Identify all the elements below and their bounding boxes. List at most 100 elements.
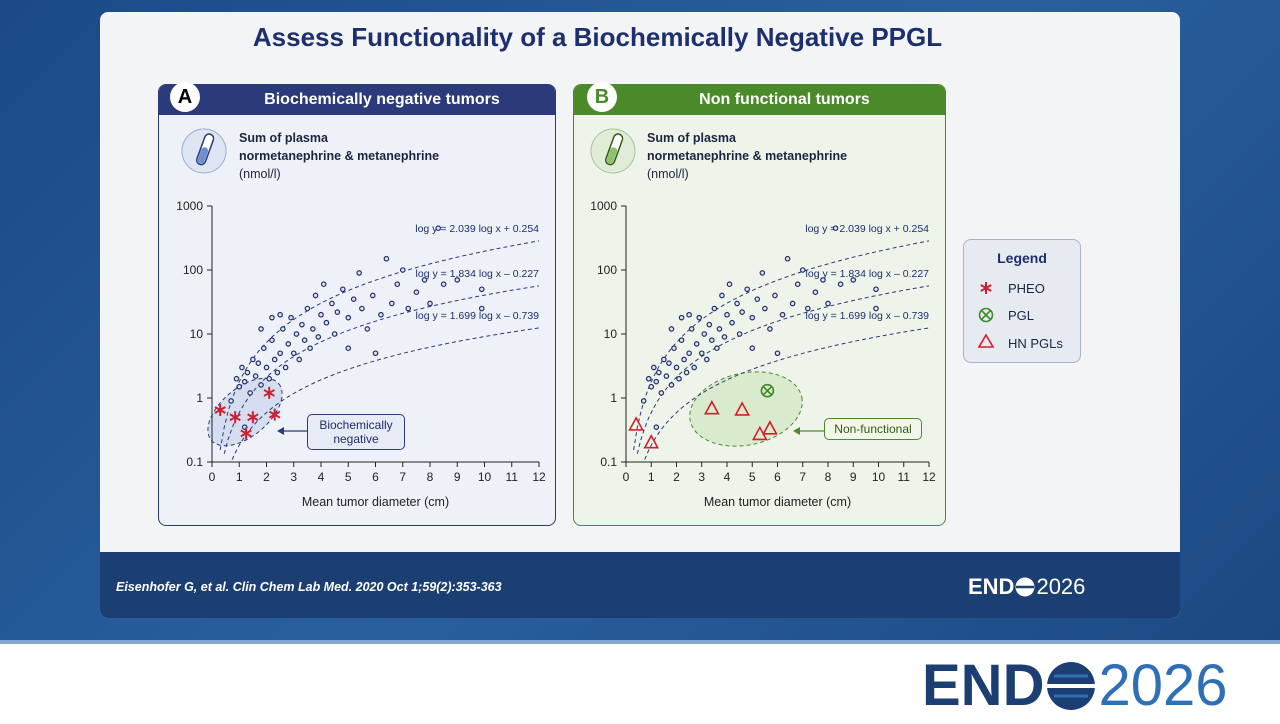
arrow-head [793, 427, 800, 435]
x-tick-label: 7 [399, 470, 406, 484]
x-tick-label: 2 [263, 470, 270, 484]
pgl-point [760, 383, 775, 398]
data-point [282, 364, 289, 371]
data-point [691, 364, 697, 371]
data-point [653, 378, 660, 385]
panel-letter: B [587, 82, 617, 112]
y-label-line: Sum of plasma [239, 131, 328, 145]
curve-label: log y = 1.834 log x – 0.227 [806, 268, 930, 280]
data-point [736, 331, 743, 337]
data-point [318, 311, 324, 318]
logo-text: 2026 [1098, 653, 1228, 718]
data-point [688, 326, 695, 332]
y-tick-label: 0.1 [186, 455, 203, 469]
data-point [359, 305, 365, 312]
regression-curve [644, 327, 930, 460]
data-point [356, 270, 362, 276]
data-point [345, 314, 352, 321]
x-tick-label: 7 [799, 470, 806, 484]
data-point [820, 277, 826, 283]
data-point [364, 326, 371, 332]
pheo-point [240, 427, 252, 440]
data-point [244, 369, 251, 376]
data-point [389, 300, 395, 307]
data-point [440, 281, 447, 287]
data-point [304, 305, 311, 312]
data-point [762, 305, 768, 312]
data-point [663, 373, 670, 379]
bottom-strip: END 2026 [0, 640, 1280, 724]
logo-text: END [922, 653, 1045, 718]
x-tick-label: 11 [898, 470, 911, 484]
data-point [698, 350, 705, 357]
callout: Non-functional [824, 418, 922, 440]
callout: Biochemically negative [307, 414, 405, 450]
data-point [772, 292, 778, 299]
data-point [290, 350, 297, 357]
data-point [721, 334, 728, 340]
data-point [258, 382, 264, 388]
data-point [666, 360, 672, 366]
shaded-region [207, 377, 283, 447]
data-point [315, 334, 322, 340]
x-tick-label: 9 [850, 470, 857, 484]
regression-curve [633, 240, 930, 451]
data-point [850, 277, 857, 283]
y-label-line: normetanephrine & metanephrine [647, 149, 848, 163]
data-point [749, 345, 756, 351]
data-point [799, 267, 806, 273]
x-tick-label: 5 [345, 470, 352, 484]
data-point [774, 350, 781, 357]
data-point [648, 383, 655, 390]
data-point [399, 267, 406, 273]
data-point [794, 281, 801, 287]
curve-label: log y = 2.039 log x + 0.254 [805, 223, 929, 235]
curve-label: log y = 1.834 log x – 0.227 [416, 268, 540, 280]
data-point [260, 345, 267, 351]
legend-title: Legend [997, 250, 1047, 266]
data-point [323, 319, 330, 326]
data-point [754, 296, 761, 302]
data-point [650, 364, 657, 371]
data-point [784, 255, 791, 262]
regression-curve [231, 327, 540, 460]
data-point [696, 314, 703, 321]
data-point [299, 321, 305, 328]
data-point [263, 364, 270, 371]
data-point [653, 424, 660, 430]
data-point [832, 225, 839, 231]
regression-curve [636, 285, 930, 454]
data-point [686, 311, 692, 318]
data-point [236, 383, 243, 390]
x-tick-label: 4 [724, 470, 731, 484]
data-point [350, 296, 357, 302]
data-point [789, 300, 796, 307]
data-point [656, 369, 662, 376]
x-tick-label: 3 [698, 470, 705, 484]
x-tick-label: 12 [922, 470, 936, 484]
panel-header: Non functional tumors [574, 85, 945, 115]
data-point [340, 286, 346, 293]
data-point [873, 305, 879, 312]
citation: Eisenhofer G, et al. Clin Chem Lab Med. … [116, 580, 502, 594]
data-point [255, 360, 262, 366]
curve-label: log y = 2.039 log x + 0.254 [415, 223, 539, 235]
data-point [739, 309, 745, 315]
arrow-head [277, 427, 284, 435]
data-point [681, 356, 687, 363]
data-point [734, 300, 740, 307]
data-point [394, 281, 401, 287]
data-point [320, 281, 327, 287]
data-point [779, 311, 786, 318]
x-tick-label: 12 [532, 470, 546, 484]
y-tick-label: 1000 [590, 199, 617, 213]
x-tick-label: 9 [454, 470, 461, 484]
y-tick-label: 10 [604, 327, 618, 341]
panel: Non functional tumors Sum of plasma norm… [573, 84, 946, 526]
data-point [228, 398, 234, 404]
data-point [714, 345, 720, 351]
x-axis-label: Mean tumor diameter (cm) [704, 495, 851, 509]
slide-title: Assess Functionality of a Biochemically … [252, 22, 943, 52]
